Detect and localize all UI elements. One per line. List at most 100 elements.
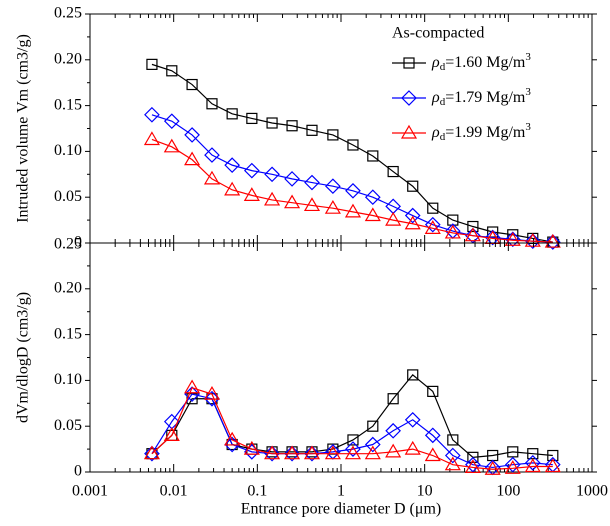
- marker: [206, 98, 218, 110]
- legend-marker: [401, 90, 417, 106]
- x-tick-label: 0.1: [247, 483, 267, 500]
- marker: [427, 202, 439, 214]
- marker: [284, 445, 300, 462]
- marker: [144, 106, 160, 123]
- marker: [203, 385, 221, 400]
- legend-label: ρd=1.79 Mg/m3: [431, 86, 531, 108]
- marker: [367, 150, 379, 162]
- marker: [243, 440, 260, 455]
- marker: [407, 180, 419, 192]
- marker: [407, 369, 419, 381]
- marker: [246, 112, 258, 125]
- y-tick-label: 0: [74, 234, 82, 251]
- marker: [347, 139, 359, 151]
- marker: [427, 385, 439, 397]
- marker: [385, 422, 401, 439]
- y-tick-label: 0.05: [54, 188, 82, 205]
- y-tick-label: 0.20: [54, 279, 82, 296]
- marker: [264, 445, 281, 460]
- marker: [344, 445, 362, 460]
- marker: [345, 441, 361, 457]
- marker: [286, 120, 298, 132]
- y-tick-label: 0.25: [54, 236, 82, 253]
- marker: [303, 197, 321, 212]
- marker: [186, 78, 198, 91]
- marker: [284, 445, 301, 460]
- marker: [224, 431, 241, 446]
- marker: [367, 420, 379, 432]
- marker: [304, 174, 320, 191]
- marker: [504, 456, 521, 473]
- marker: [444, 456, 461, 471]
- marker: [146, 58, 158, 70]
- marker: [143, 131, 160, 146]
- marker: [484, 461, 501, 475]
- marker: [524, 232, 541, 247]
- marker: [226, 108, 238, 120]
- marker: [224, 157, 240, 173]
- marker: [166, 65, 178, 77]
- marker: [184, 127, 200, 143]
- marker: [203, 170, 221, 185]
- marker: [163, 138, 180, 153]
- x-tick-label: 10: [417, 483, 433, 500]
- marker: [424, 427, 441, 444]
- legend-label: ρd=1.99 Mg/m3: [431, 121, 531, 143]
- marker: [163, 113, 180, 130]
- marker: [303, 445, 321, 460]
- marker: [144, 445, 160, 462]
- marker: [184, 151, 201, 166]
- marker: [364, 207, 381, 222]
- legend-marker: [403, 57, 415, 69]
- y-tick-label: 0.20: [54, 50, 82, 67]
- marker: [284, 171, 300, 187]
- y-tick-label: 0.15: [54, 96, 82, 113]
- y-tick-label: 0: [74, 463, 82, 480]
- marker: [284, 194, 301, 209]
- marker: [404, 440, 421, 455]
- plot-frame: [89, 242, 593, 473]
- marker: [266, 117, 278, 129]
- legend-label: ρd=1.60 Mg/m3: [431, 51, 531, 73]
- marker: [143, 445, 160, 460]
- y-axis-label: Intruded volume Vm (cm3/g): [15, 34, 32, 223]
- marker: [204, 147, 220, 163]
- marker: [544, 458, 561, 473]
- marker: [504, 231, 521, 248]
- marker: [184, 379, 201, 394]
- y-axis-label: dVm/dlogD (cm3/g): [15, 292, 32, 423]
- marker: [444, 224, 461, 239]
- marker: [243, 187, 260, 201]
- marker: [504, 460, 521, 474]
- marker: [347, 434, 359, 446]
- marker: [327, 129, 339, 141]
- marker: [304, 445, 320, 462]
- series-line: [151, 63, 553, 243]
- marker: [424, 220, 441, 234]
- x-axis-label: Entrance pore diameter D (μm): [241, 501, 441, 518]
- marker: [325, 178, 341, 195]
- marker: [387, 393, 399, 405]
- marker: [424, 447, 441, 462]
- marker: [404, 207, 421, 224]
- marker: [404, 411, 421, 428]
- marker: [467, 451, 479, 463]
- marker: [324, 200, 341, 214]
- marker: [544, 233, 561, 248]
- marker: [344, 203, 362, 218]
- marker: [465, 456, 481, 473]
- marker: [244, 162, 260, 179]
- marker: [264, 191, 281, 206]
- x-tick-label: 0.001: [72, 483, 108, 500]
- marker: [447, 434, 459, 446]
- marker: [224, 181, 241, 196]
- marker: [524, 233, 541, 250]
- legend-marker: [400, 124, 418, 139]
- marker: [163, 427, 180, 441]
- marker: [306, 124, 318, 136]
- marker: [184, 386, 200, 402]
- marker: [504, 232, 521, 246]
- marker: [424, 216, 441, 233]
- x-tick-label: 100: [496, 483, 520, 500]
